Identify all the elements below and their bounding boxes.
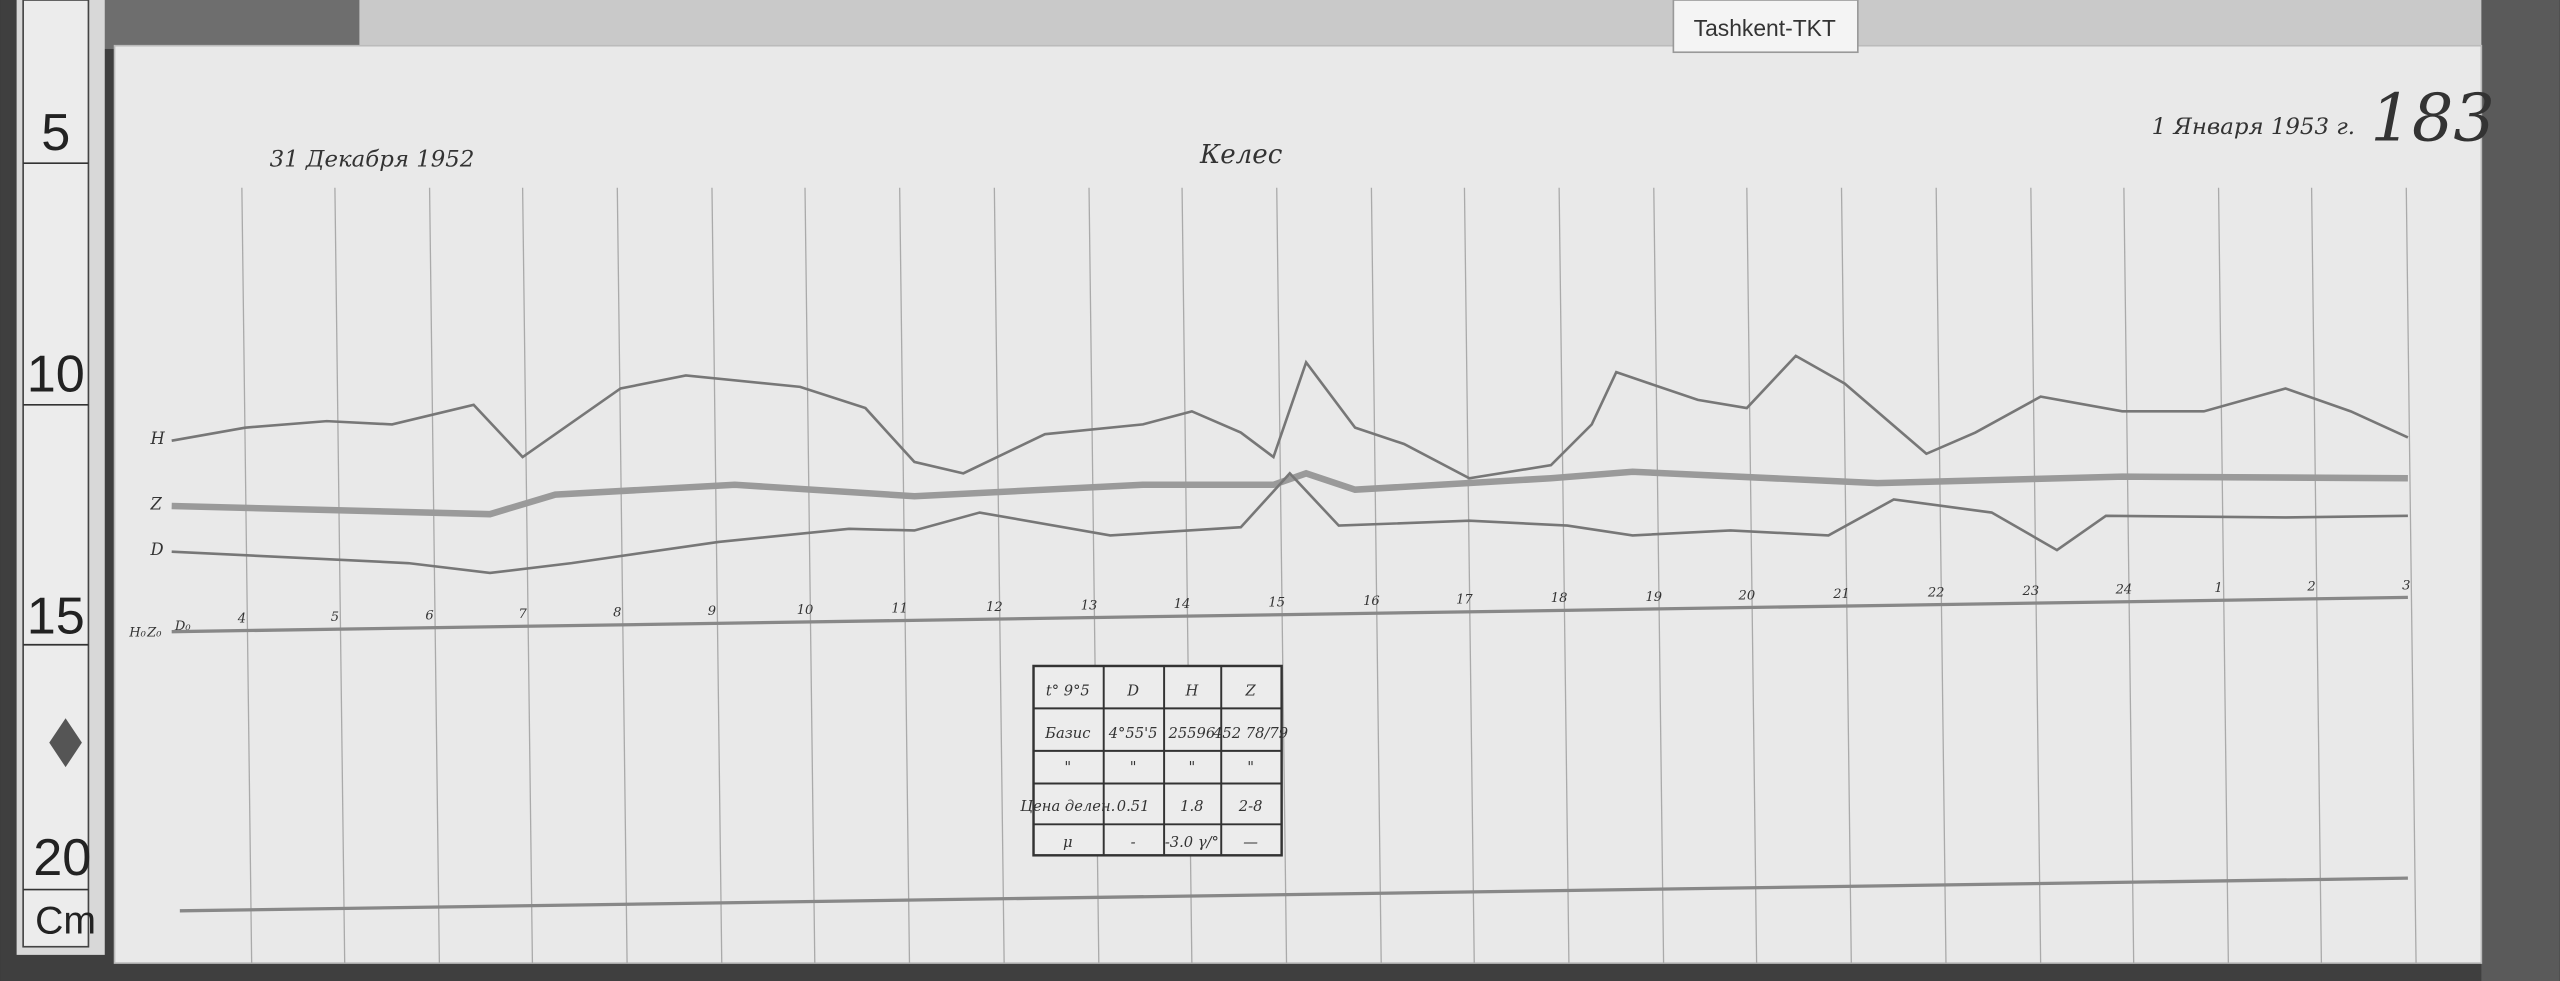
table-cell: " bbox=[1188, 759, 1195, 776]
hour-gridline bbox=[1558, 187, 1570, 964]
h0-label: H₀ bbox=[128, 626, 146, 641]
hour-label: 4 bbox=[237, 611, 246, 626]
hour-label: 10 bbox=[797, 603, 814, 618]
hour-gridline bbox=[616, 187, 628, 964]
hour-labels: 4 5 6 7 8 9 10 11 12 13 14 15 16 17 18 19 20 21 22 23 24 1 2 3 bbox=[237, 578, 2411, 626]
station-tag: Tashkent-TKT bbox=[1672, 0, 1859, 54]
ruler: 5 10 15 20 Cm bbox=[16, 0, 105, 955]
z0-label: Z₀ bbox=[146, 626, 162, 641]
ruler-mark-10: 10 bbox=[27, 346, 85, 404]
table-cell: H bbox=[1184, 682, 1199, 699]
paper-sheet bbox=[113, 44, 2483, 964]
hour-label: 9 bbox=[708, 604, 716, 619]
svg-text:Tashkent-TKT: Tashkent-TKT bbox=[1694, 15, 1836, 41]
table-cell: Базис bbox=[1044, 725, 1090, 742]
d-trace bbox=[171, 471, 2408, 575]
hour-gridline bbox=[711, 187, 723, 964]
hour-gridline bbox=[521, 187, 534, 964]
table-cell: Цена делен. bbox=[1020, 798, 1115, 815]
hour-label: 11 bbox=[891, 601, 908, 616]
hour-gridline bbox=[1276, 187, 1288, 964]
hour-gridline bbox=[1935, 187, 1947, 964]
ruler-mark-15: 15 bbox=[27, 587, 85, 645]
backdrop-right bbox=[2481, 0, 2560, 981]
hour-gridline bbox=[1463, 187, 1475, 964]
table-cell: μ bbox=[1063, 834, 1073, 851]
h-trace bbox=[171, 354, 2409, 480]
ruler-mark-5: 5 bbox=[41, 104, 70, 162]
hour-gridlines bbox=[241, 187, 2417, 964]
hour-gridline bbox=[428, 187, 441, 964]
hour-label: 22 bbox=[1927, 585, 1945, 600]
table-cell: " bbox=[1247, 759, 1254, 776]
table-cell: D bbox=[1126, 682, 1139, 699]
hour-gridline bbox=[1370, 187, 1382, 964]
table-cell: 4°55'5 bbox=[1108, 725, 1158, 742]
sheet-number: 183 bbox=[2370, 80, 2495, 156]
hour-label: 2 bbox=[2306, 580, 2315, 595]
hour-label: 18 bbox=[1551, 591, 1568, 606]
hour-label: 13 bbox=[1081, 598, 1098, 613]
hour-label: 21 bbox=[1832, 587, 1850, 602]
hour-label: 8 bbox=[613, 606, 621, 621]
hour-gridline bbox=[899, 187, 911, 964]
hour-label: 24 bbox=[2115, 583, 2133, 598]
table-cell: — bbox=[1243, 834, 1258, 851]
hour-label: 14 bbox=[1174, 597, 1191, 612]
hour-gridline bbox=[804, 187, 816, 964]
hour-gridline bbox=[993, 187, 1005, 964]
hour-label: 17 bbox=[1456, 593, 1473, 608]
hour-gridline bbox=[2310, 187, 2323, 964]
baseline bbox=[171, 595, 2408, 634]
hour-gridline bbox=[1653, 187, 1665, 964]
table-cell: 1.8 bbox=[1180, 798, 1203, 815]
ruler-unit: Cm bbox=[35, 900, 96, 943]
table-cell: 0.51 bbox=[1117, 798, 1150, 815]
table-cell: " bbox=[1130, 759, 1137, 776]
d-trace-label: D bbox=[149, 540, 163, 559]
table-cell: - bbox=[1131, 834, 1136, 851]
hour-label: 7 bbox=[518, 607, 527, 622]
table-cell: " bbox=[1064, 759, 1071, 776]
hour-gridline bbox=[2030, 187, 2042, 964]
ruler-mark-20: 20 bbox=[33, 829, 91, 887]
hour-gridline bbox=[2217, 187, 2230, 964]
date-start: 31 Декабря 1952 bbox=[270, 146, 475, 172]
hour-label: 1 bbox=[2214, 581, 2222, 596]
table-cell: -3.0 γ/° bbox=[1165, 834, 1219, 851]
hour-label: 3 bbox=[2402, 578, 2410, 593]
table-cell: 2-8 bbox=[1238, 798, 1263, 815]
table-cell: Z bbox=[1245, 682, 1257, 699]
h-trace-label: H bbox=[149, 429, 165, 448]
date-end: 1 Января 1953 г. bbox=[2152, 114, 2355, 140]
d0-label: D₀ bbox=[174, 619, 191, 634]
hour-label: 15 bbox=[1268, 596, 1285, 611]
hour-gridline bbox=[2123, 187, 2135, 964]
hour-label: 23 bbox=[2022, 584, 2040, 599]
hour-label: 20 bbox=[1738, 588, 1756, 603]
hour-gridline bbox=[1746, 187, 1758, 964]
z-trace-label: Z bbox=[149, 494, 162, 513]
bottom-line bbox=[179, 876, 2408, 913]
hour-gridline bbox=[334, 187, 346, 964]
station-name: Келес bbox=[1199, 140, 1283, 170]
hour-gridline bbox=[241, 187, 253, 964]
table-cell: t° 9°5 bbox=[1046, 682, 1090, 699]
hour-label: 19 bbox=[1645, 590, 1662, 605]
hour-label: 16 bbox=[1363, 594, 1380, 609]
z-trace bbox=[171, 468, 2408, 518]
hour-label: 12 bbox=[986, 600, 1003, 615]
table-cell: 452 78/79 bbox=[1212, 725, 1288, 742]
hour-gridline bbox=[2405, 187, 2417, 964]
hour-gridline bbox=[1840, 187, 1852, 964]
hour-label: 5 bbox=[331, 610, 339, 625]
table-cell: 25596 bbox=[1167, 725, 1215, 742]
hour-label: 6 bbox=[425, 609, 433, 624]
